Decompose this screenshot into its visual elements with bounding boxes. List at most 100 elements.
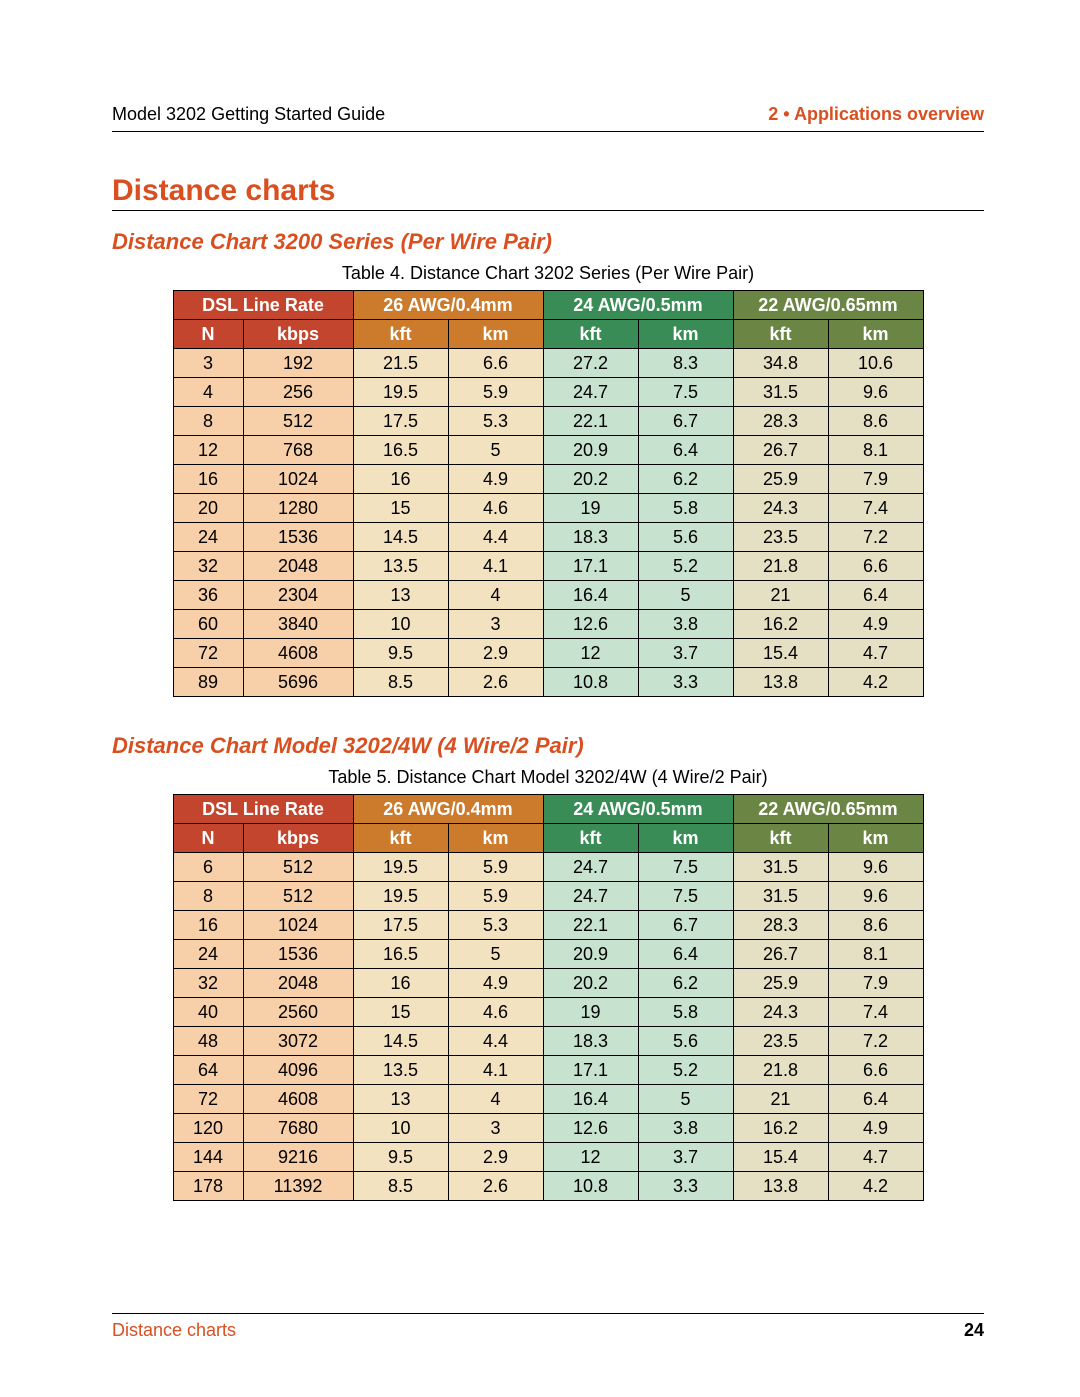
table-cell: 4608	[243, 1085, 353, 1114]
table-cell: 23.5	[733, 1027, 828, 1056]
column-group-header: DSL Line Rate	[173, 795, 353, 824]
header-right: 2 • Applications overview	[768, 104, 984, 125]
table-cell: 12.6	[543, 610, 638, 639]
table-cell: 72	[173, 1085, 243, 1114]
table-cell: 10.6	[828, 349, 923, 378]
table-cell: 8.3	[638, 349, 733, 378]
table-cell: 20.9	[543, 436, 638, 465]
table-cell: 14.5	[353, 523, 448, 552]
table-cell: 6.7	[638, 911, 733, 940]
table-cell: 7.4	[828, 998, 923, 1027]
table-cell: 28.3	[733, 911, 828, 940]
table-cell: 15	[353, 494, 448, 523]
table-cell: 25.9	[733, 969, 828, 998]
table-cell: 3	[448, 1114, 543, 1143]
page-header: Model 3202 Getting Started Guide 2 • App…	[112, 104, 984, 132]
table-row: 1276816.5520.96.426.78.1	[173, 436, 923, 465]
table-cell: 24	[173, 940, 243, 969]
table-cell: 7.5	[638, 882, 733, 911]
table-cell: 1024	[243, 465, 353, 494]
table-row: 322048164.920.26.225.97.9	[173, 969, 923, 998]
table-cell: 5.6	[638, 523, 733, 552]
table-cell: 1536	[243, 940, 353, 969]
table-cell: 6.2	[638, 465, 733, 494]
table-cell: 178	[173, 1172, 243, 1201]
table-cell: 10	[353, 610, 448, 639]
table-cell: 2.9	[448, 1143, 543, 1172]
table-cell: 32	[173, 552, 243, 581]
table-cell: 9.5	[353, 639, 448, 668]
table-row: 24153614.54.418.35.623.57.2	[173, 523, 923, 552]
column-unit-header: kbps	[243, 824, 353, 853]
table-cell: 7.5	[638, 378, 733, 407]
table-cell: 31.5	[733, 378, 828, 407]
table-cell: 4.1	[448, 1056, 543, 1085]
table-cell: 20.2	[543, 465, 638, 494]
table-cell: 26.7	[733, 436, 828, 465]
tables-container: Distance Chart 3200 Series (Per Wire Pai…	[112, 229, 984, 1201]
table-cell: 4.4	[448, 523, 543, 552]
column-group-header: 22 AWG/0.65mm	[733, 291, 923, 320]
table-cell: 16	[353, 465, 448, 494]
table-cell: 5.2	[638, 552, 733, 581]
table-cell: 18.3	[543, 523, 638, 552]
table-row: 161024164.920.26.225.97.9	[173, 465, 923, 494]
table-cell: 8.1	[828, 436, 923, 465]
table-cell: 34.8	[733, 349, 828, 378]
table-cell: 1280	[243, 494, 353, 523]
column-group-header: 26 AWG/0.4mm	[353, 291, 543, 320]
column-group-header: 26 AWG/0.4mm	[353, 795, 543, 824]
table-cell: 26.7	[733, 940, 828, 969]
table-cell: 5.9	[448, 853, 543, 882]
table-cell: 6.4	[638, 436, 733, 465]
table-cell: 19.5	[353, 882, 448, 911]
table-cell: 31.5	[733, 853, 828, 882]
table-cell: 31.5	[733, 882, 828, 911]
table-row: 36230413416.45216.4	[173, 581, 923, 610]
table-cell: 13.8	[733, 668, 828, 697]
table-cell: 4.4	[448, 1027, 543, 1056]
table-row: 7246089.52.9123.715.44.7	[173, 639, 923, 668]
table-cell: 14.5	[353, 1027, 448, 1056]
table-cell: 3840	[243, 610, 353, 639]
table-cell: 19.5	[353, 853, 448, 882]
column-unit-header: km	[448, 824, 543, 853]
table-cell: 4.9	[828, 610, 923, 639]
table-cell: 8.5	[353, 668, 448, 697]
table-cell: 7.5	[638, 853, 733, 882]
table-row: 851219.55.924.77.531.59.6	[173, 882, 923, 911]
table-cell: 6.6	[828, 1056, 923, 1085]
table-cell: 7.2	[828, 523, 923, 552]
table-cell: 15.4	[733, 639, 828, 668]
table-cell: 48	[173, 1027, 243, 1056]
table-cell: 10	[353, 1114, 448, 1143]
table-cell: 24.7	[543, 378, 638, 407]
table-cell: 4	[173, 378, 243, 407]
table-cell: 24.7	[543, 882, 638, 911]
table-cell: 13.5	[353, 552, 448, 581]
table-cell: 5.9	[448, 378, 543, 407]
table-cell: 2.6	[448, 1172, 543, 1201]
table-cell: 1024	[243, 911, 353, 940]
column-unit-header: km	[638, 320, 733, 349]
table-cell: 512	[243, 407, 353, 436]
table-cell: 18.3	[543, 1027, 638, 1056]
table-cell: 6	[173, 853, 243, 882]
table-row: 72460813416.45216.4	[173, 1085, 923, 1114]
table-cell: 21.8	[733, 1056, 828, 1085]
table-cell: 24.3	[733, 494, 828, 523]
table-cell: 12.6	[543, 1114, 638, 1143]
footer-page: 24	[964, 1320, 984, 1341]
table-cell: 16.5	[353, 940, 448, 969]
table-cell: 12	[173, 436, 243, 465]
table-cell: 17.1	[543, 1056, 638, 1085]
table-cell: 5.8	[638, 998, 733, 1027]
column-unit-header: kft	[353, 320, 448, 349]
table-cell: 16	[173, 911, 243, 940]
table-cell: 192	[243, 349, 353, 378]
subsection-title: Distance Chart 3200 Series (Per Wire Pai…	[112, 229, 984, 255]
table-cell: 4608	[243, 639, 353, 668]
table-row: 425619.55.924.77.531.59.6	[173, 378, 923, 407]
table-cell: 19	[543, 494, 638, 523]
table-cell: 89	[173, 668, 243, 697]
